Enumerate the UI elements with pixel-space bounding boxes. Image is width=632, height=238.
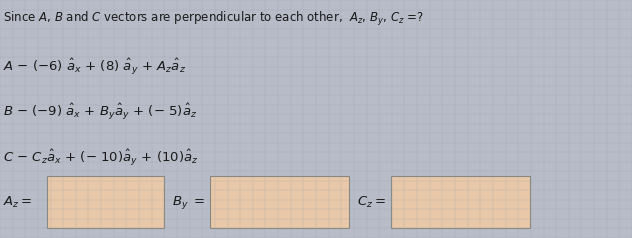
Text: $\mathbf{\it{C}}$ $-$ $C_z\hat{a}_x$ $+$ $(-\ 10)\hat{a}_y$ $+$ $(10)\hat{a}_z$: $\mathbf{\it{C}}$ $-$ $C_z\hat{a}_x$ $+$… xyxy=(3,148,198,168)
Text: $\mathbf{\it{B}}$ $-$ $(-9)$ $\hat{a}_x$ $+$ $B_y\hat{a}_y$ $+$ $(-\ 5)\hat{a}_z: $\mathbf{\it{B}}$ $-$ $(-9)$ $\hat{a}_x$… xyxy=(3,102,197,123)
Text: Since $\mathbf{\it{A}}$, $\mathbf{\it{B}}$ and $\mathbf{\it{C}}$ vectors are per: Since $\mathbf{\it{A}}$, $\mathbf{\it{B}… xyxy=(3,10,424,28)
Text: $\mathbf{\it{A_z}}$$=$: $\mathbf{\it{A_z}}$$=$ xyxy=(3,195,32,210)
FancyBboxPatch shape xyxy=(210,176,349,228)
Text: $\mathbf{\it{B_y}}$ $=$: $\mathbf{\it{B_y}}$ $=$ xyxy=(172,194,205,211)
FancyBboxPatch shape xyxy=(47,176,164,228)
Text: $\mathbf{\it{C_z}}$$=$: $\mathbf{\it{C_z}}$$=$ xyxy=(357,195,386,210)
FancyBboxPatch shape xyxy=(391,176,530,228)
Text: $\mathbf{\it{A}}$ $-$ $(-6)$ $\hat{a}_x$ $+$ $(8)$ $\hat{a}_y$ $+$ $A_z\hat{a}_z: $\mathbf{\it{A}}$ $-$ $(-6)$ $\hat{a}_x$… xyxy=(3,57,186,77)
